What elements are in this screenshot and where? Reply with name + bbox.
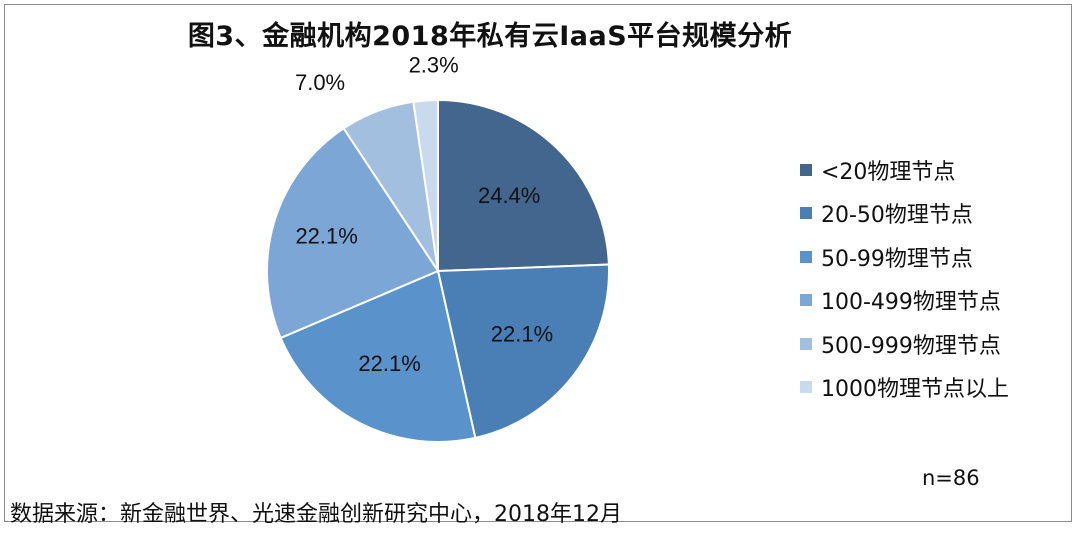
legend-swatch (800, 163, 812, 176)
legend-item: 500-999物理节点 (800, 322, 1009, 366)
legend-item: 100-499物理节点 (800, 279, 1009, 323)
legend-item: 1000物理节点以上 (800, 366, 1009, 410)
data-label: 24.4% (478, 183, 540, 208)
pie-slice (412, 98, 439, 272)
sample-size-note: n=86 (922, 466, 980, 490)
pie-slice (436, 263, 610, 440)
data-label: 7.0% (295, 70, 345, 95)
legend-item: 50-99物理节点 (800, 235, 1009, 279)
legend-item: 20-50物理节点 (800, 192, 1009, 236)
data-label: 22.1% (358, 351, 420, 376)
legend-label: 20-50物理节点 (821, 203, 973, 229)
legend-label: <20物理节点 (821, 159, 956, 185)
chart-title: 图3、金融机构2018年私有云IaaS平台规模分析 (187, 21, 793, 52)
source-note: 数据来源：新金融世界、光速金融创新研究中心，2018年12月 (10, 502, 622, 527)
legend-swatch (800, 294, 812, 307)
legend-label: 1000物理节点以上 (821, 377, 1009, 403)
legend-label: 50-99物理节点 (821, 246, 973, 272)
legend: <20物理节点 20-50物理节点 50-99物理节点 100-499物理节点 … (800, 148, 1009, 409)
legend-swatch (800, 337, 812, 350)
data-label: 2.3% (409, 52, 459, 77)
legend-item: <20物理节点 (800, 148, 1009, 192)
legend-label: 500-999物理节点 (821, 333, 1001, 359)
pie-slice (437, 98, 610, 273)
legend-swatch (800, 381, 812, 394)
legend-swatch (800, 250, 812, 263)
data-label: 22.1% (295, 223, 357, 248)
pie-slice (266, 126, 440, 340)
data-label: 22.1% (491, 322, 553, 347)
legend-label: 100-499物理节点 (821, 290, 1001, 316)
chart-frame (4, 4, 1072, 522)
pie-slice (279, 269, 477, 443)
legend-swatch (800, 207, 812, 220)
